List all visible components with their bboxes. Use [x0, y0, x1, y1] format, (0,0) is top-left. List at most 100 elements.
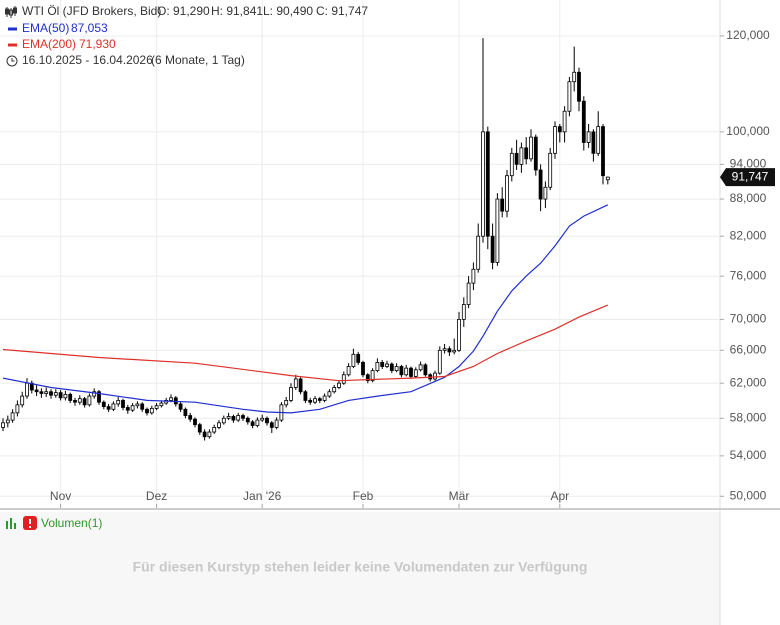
y-tick-label: 120,000 [726, 28, 770, 42]
candle-body [389, 363, 394, 372]
clock-icon [6, 55, 18, 67]
ema50-name: EMA(50) [22, 21, 69, 35]
header-close: C: 91,747 [316, 4, 368, 18]
candle-body [399, 366, 404, 376]
candle-body [548, 152, 553, 188]
candle-body [15, 404, 20, 414]
candle-body [265, 417, 269, 424]
ema200-value: 71,930 [79, 37, 116, 51]
candle-body [485, 131, 490, 237]
candle-body [337, 382, 341, 388]
candle-body [260, 417, 265, 421]
candle-body [370, 370, 375, 382]
candle-body [557, 126, 562, 133]
candle-body [423, 364, 428, 376]
candle-body [250, 421, 255, 426]
candle-body [20, 395, 25, 406]
y-tick-label: 66,000 [730, 342, 767, 356]
volume-title: Volumen(1) [41, 516, 102, 530]
price-tag [720, 168, 775, 187]
candle-body [495, 198, 500, 263]
x-tick-label: Mär [449, 489, 470, 503]
candle-body [461, 304, 466, 320]
candle-body [457, 318, 461, 351]
candle-body [178, 403, 183, 410]
candle-body [591, 131, 596, 154]
candle-body [543, 186, 548, 200]
candle-body [217, 422, 221, 428]
candle-body [375, 362, 380, 372]
candle-body [327, 391, 332, 397]
candle-body [572, 71, 577, 83]
ema200-swatch [8, 43, 17, 47]
candle-body [159, 402, 164, 407]
candle-body [442, 348, 447, 351]
y-tick-label: 88,000 [730, 191, 767, 205]
x-tick-label: Nov [50, 489, 71, 503]
candle-body [293, 378, 298, 388]
x-tick-label: Feb [353, 489, 374, 503]
candle-body [356, 353, 361, 363]
candle-body [231, 416, 236, 421]
candle-body [332, 387, 337, 393]
candle-body [34, 389, 39, 393]
candle-body [125, 407, 130, 411]
candle-body [553, 126, 557, 154]
candle-body [154, 405, 159, 409]
candle-body [193, 418, 197, 426]
candle-body [49, 391, 53, 396]
candle-body [149, 407, 154, 414]
candle-body [255, 419, 260, 426]
candle-body [601, 126, 605, 177]
y-tick-label: 100,000 [726, 124, 770, 138]
x-tick-label: Apr [550, 489, 569, 503]
candle-body [538, 169, 543, 200]
candle-body [313, 398, 317, 403]
candle-body [111, 403, 116, 410]
candle-body [562, 110, 567, 133]
candle-body [87, 395, 92, 406]
candle-body [500, 198, 505, 212]
candle-body [509, 152, 514, 177]
candle-body [226, 416, 231, 419]
ema50-value: 87,053 [71, 21, 108, 35]
candle-body [514, 152, 519, 165]
candle-body [245, 417, 250, 423]
candle-body [466, 282, 471, 305]
candle-body [39, 391, 44, 394]
candle-body [77, 398, 82, 403]
price-tag-label: 91,747 [732, 169, 769, 183]
candle-body [404, 367, 409, 376]
candle-body [25, 382, 29, 397]
candle-body [212, 427, 217, 433]
candle-body [308, 400, 313, 403]
candle-body [433, 372, 437, 380]
candle-body [476, 235, 481, 270]
candle-body [481, 131, 485, 237]
candle-body [241, 415, 245, 419]
candle-body [269, 422, 274, 428]
candle-body [63, 393, 68, 399]
candle-body [447, 348, 452, 353]
header-low: L: 90,490 [263, 4, 313, 18]
volume-panel [0, 512, 720, 625]
candle-body [207, 431, 212, 438]
candle-body [221, 417, 226, 424]
candle-body [284, 400, 289, 406]
candle-body [524, 147, 529, 160]
y-tick-label: 76,000 [730, 268, 767, 282]
candle-body [413, 369, 418, 377]
candle-body [586, 131, 591, 143]
candle-body [418, 364, 423, 371]
candle-body [322, 395, 327, 401]
candle-body [298, 378, 303, 393]
candle-body [183, 408, 188, 416]
candle-body [97, 391, 101, 403]
y-tick-label: 94,000 [730, 157, 767, 171]
candle-body [394, 366, 399, 372]
volume-header: Volumen(1) [6, 516, 102, 530]
candle-body [140, 403, 145, 410]
plot-area [0, 0, 720, 508]
candle-body [365, 374, 370, 382]
